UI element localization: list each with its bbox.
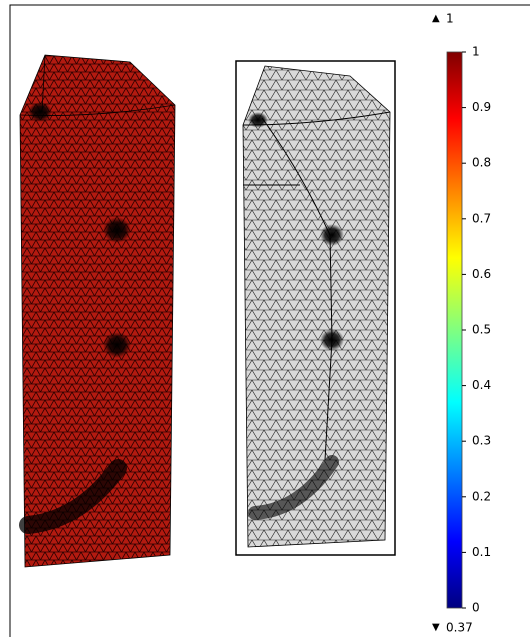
tick-label: 0.2: [472, 489, 491, 503]
mesh-plot: [236, 61, 395, 555]
mesh-quality-plot: [20, 55, 175, 567]
min-arrow: ▼: [432, 622, 440, 633]
tick-label: 0.8: [472, 156, 491, 170]
color-bar: [447, 52, 462, 608]
tick-label: 0.1: [472, 545, 491, 559]
tick-label: 0.6: [472, 267, 491, 281]
tick-label: 1: [472, 45, 480, 59]
tick-label: 0.7: [472, 211, 491, 225]
tick-label: 0.3: [472, 434, 491, 448]
max-arrow: ▲: [432, 13, 440, 24]
color-legend: ▲ 1 ▼ 0.37 0 0.1 0.2 0.3 0.4 0.5 0.6 0.7 0.8 0.9 1: [432, 12, 491, 635]
tick-label: 0: [472, 601, 480, 615]
tick-label: 0.9: [472, 100, 491, 114]
viewport: ▲ 1 ▼ 0.37 0 0.1 0.2 0.3 0.4 0.5 0.6 0.7 0.8 0.9 1: [0, 0, 530, 637]
tick-label: 0.4: [472, 378, 491, 392]
tick-label: 0.5: [472, 323, 491, 337]
max-label: 1: [446, 12, 454, 26]
page: ▲ 1 ▼ 0.37 0 0.1 0.2 0.3 0.4 0.5 0.6 0.7 0.8 0.9 1…: [0, 0, 530, 637]
min-label: 0.37: [446, 621, 473, 635]
